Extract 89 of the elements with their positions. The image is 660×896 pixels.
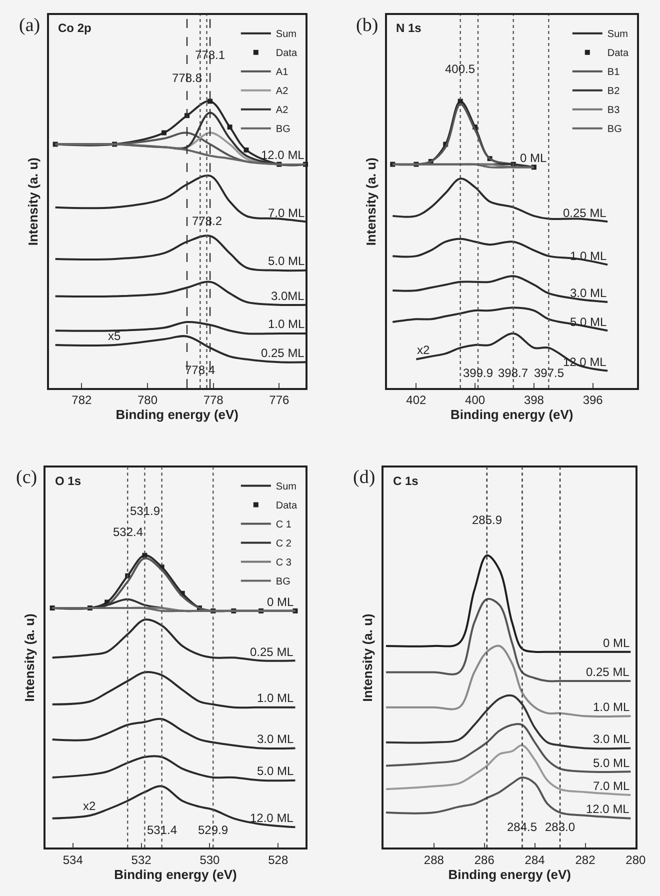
annotation: 284.5 (507, 820, 538, 834)
annotation: 0 ML (603, 636, 630, 650)
annotation: 3.0 ML (593, 732, 630, 746)
annotation: 12.0 ML (261, 148, 305, 162)
x-tick-label: 530 (200, 852, 220, 867)
annotation: 12.0 ML (250, 811, 294, 825)
chart-title: (a) (19, 15, 40, 36)
legend-label: Data (276, 48, 298, 60)
legend-label: C 1 (276, 520, 292, 531)
annotation: 3.0 ML (257, 732, 294, 746)
legend-label: Sum (276, 482, 296, 493)
annotation: 778.1 (195, 48, 226, 62)
x-tick-label: 778 (203, 393, 224, 408)
x-tick-label: 528 (268, 852, 288, 867)
chart-title: (c) (16, 467, 38, 488)
legend-label: B3 (607, 105, 620, 116)
x-axis-title: Binding energy (eV) (114, 866, 237, 882)
annotation: 3.0ML (271, 289, 305, 303)
annotation: 778.4 (185, 363, 216, 377)
x-tick-label: 534 (62, 852, 84, 867)
x-tick-label: 398 (524, 393, 544, 408)
annotation: 5.0 ML (257, 764, 294, 778)
legend-label: B1 (607, 67, 620, 78)
annotation: 7.0 ML (268, 206, 306, 220)
chart-title: (d) (353, 467, 376, 488)
chart-subtitle: Co 2p (58, 21, 92, 35)
annotation: x2 (417, 343, 430, 357)
annotation: 0 ML (267, 595, 294, 609)
annotation: 0.25 ML (261, 346, 305, 360)
legend-label: BG (276, 576, 291, 588)
x-tick-label: 280 (626, 852, 646, 867)
annotation: 399.9 (463, 366, 494, 380)
x-tick-label: 400 (465, 393, 486, 408)
annotation: 285.9 (472, 513, 502, 527)
x-tick-label: 286 (474, 852, 495, 867)
annotation: 400.5 (445, 62, 476, 76)
legend-label: A2 (276, 86, 289, 98)
y-axis-title: Intensity (a. u) (363, 158, 378, 246)
annotation: 531.9 (130, 504, 160, 518)
annotation: 0.25 ML (563, 206, 607, 220)
chart-subtitle: C 1s (393, 474, 419, 488)
x-tick-label: 776 (269, 393, 290, 408)
legend-label: B2 (607, 86, 620, 98)
annotation: 12.0 ML (586, 802, 630, 816)
annotation: 532.4 (113, 525, 144, 539)
annotation: 0.25 ML (586, 665, 630, 679)
legend-label: Data (276, 500, 298, 512)
chart-subtitle: N 1s (396, 21, 422, 35)
x-tick-label: 782 (72, 393, 92, 408)
annotation: 0 ML (520, 151, 548, 165)
chart-title: (b) (356, 15, 378, 36)
annotation: 0.25 ML (250, 645, 294, 659)
annotation: 398.7 (498, 366, 528, 380)
annotation: 3.0 ML (570, 286, 608, 300)
legend-label: C 2 (276, 538, 292, 550)
x-axis-title: Binding energy (eV) (450, 407, 574, 422)
x-axis-title: Binding energy (eV) (116, 407, 239, 422)
y-axis-title: Intensity (a. u) (22, 614, 38, 702)
annotation: 1.0 ML (268, 317, 306, 331)
annotation: 1.0 ML (257, 691, 294, 705)
x-tick-label: 780 (137, 393, 158, 408)
legend-label: A1 (276, 67, 289, 78)
annotation: 529.9 (198, 823, 228, 837)
y-axis-title: Intensity (a. u) (360, 614, 376, 702)
annotation: 283.0 (545, 820, 576, 834)
legend-label: BG (607, 124, 622, 136)
legend-label: A2 (276, 105, 289, 116)
legend-label: Sum (276, 29, 296, 40)
x-tick-label: 402 (406, 393, 427, 408)
annotation: 5.0 ML (593, 756, 630, 770)
annotation: 5.0 ML (268, 254, 306, 268)
x-tick-label: 284 (524, 852, 546, 867)
annotation: 1.0 ML (593, 700, 630, 714)
annotation: 531.4 (147, 823, 178, 837)
annotation: 397.5 (534, 366, 564, 380)
legend-label: Sum (607, 29, 628, 40)
y-axis-title: Intensity (a. u) (25, 158, 40, 246)
annotation: x5 (108, 329, 121, 343)
annotation: 7.0 ML (593, 779, 630, 793)
chart-subtitle: O 1s (55, 474, 82, 488)
legend-label: BG (276, 124, 291, 136)
x-tick-label: 282 (575, 852, 596, 867)
annotation: x2 (83, 799, 96, 813)
x-tick-label: 532 (131, 852, 152, 867)
x-axis-title: Binding energy (eV) (448, 866, 571, 882)
legend-label: Data (607, 48, 629, 60)
x-tick-label: 288 (424, 852, 444, 867)
legend-label: C 3 (276, 558, 292, 569)
x-tick-label: 396 (582, 393, 604, 408)
